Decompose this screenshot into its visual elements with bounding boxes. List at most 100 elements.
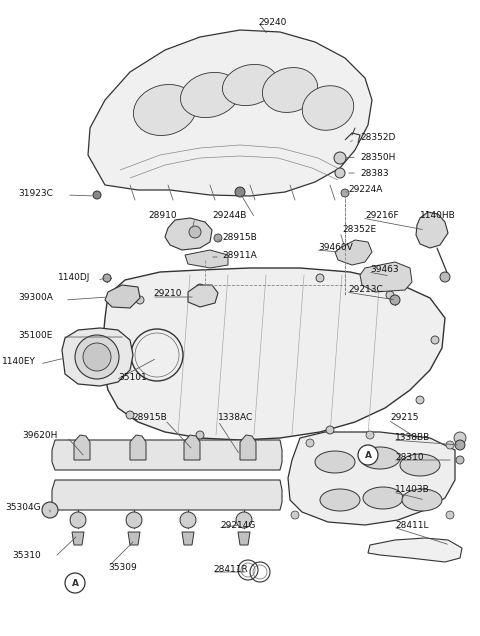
Text: A: A xyxy=(72,579,79,588)
Circle shape xyxy=(366,431,374,439)
Ellipse shape xyxy=(320,489,360,511)
PathPatch shape xyxy=(103,268,445,440)
Circle shape xyxy=(316,274,324,282)
PathPatch shape xyxy=(360,262,412,292)
Text: 39463: 39463 xyxy=(370,265,398,275)
Circle shape xyxy=(455,440,465,450)
Circle shape xyxy=(93,191,101,199)
Circle shape xyxy=(431,336,439,344)
Circle shape xyxy=(454,432,466,444)
Text: 29213C: 29213C xyxy=(348,286,383,294)
Circle shape xyxy=(341,189,349,197)
PathPatch shape xyxy=(165,218,212,250)
Text: 31923C: 31923C xyxy=(18,188,53,198)
PathPatch shape xyxy=(335,240,372,265)
Text: 35309: 35309 xyxy=(108,562,137,572)
Circle shape xyxy=(358,445,378,465)
PathPatch shape xyxy=(188,285,218,307)
PathPatch shape xyxy=(88,30,372,196)
Ellipse shape xyxy=(363,487,403,509)
PathPatch shape xyxy=(185,250,228,268)
Ellipse shape xyxy=(302,86,354,130)
Text: 35310: 35310 xyxy=(12,551,41,560)
Ellipse shape xyxy=(133,85,197,135)
Circle shape xyxy=(390,295,400,305)
Text: 28411L: 28411L xyxy=(395,520,429,530)
Text: 1338AC: 1338AC xyxy=(218,413,253,422)
Circle shape xyxy=(70,512,86,528)
Text: 35304G: 35304G xyxy=(5,504,41,513)
Text: A: A xyxy=(364,450,372,459)
Circle shape xyxy=(196,431,204,439)
Text: 28383: 28383 xyxy=(360,169,389,177)
PathPatch shape xyxy=(182,532,194,545)
Text: 29215: 29215 xyxy=(390,413,419,422)
Text: 28411R: 28411R xyxy=(213,565,248,574)
Ellipse shape xyxy=(400,454,440,476)
Ellipse shape xyxy=(222,64,277,106)
Text: 29216F: 29216F xyxy=(365,211,398,219)
Text: 29210: 29210 xyxy=(153,289,181,298)
Circle shape xyxy=(334,152,346,164)
PathPatch shape xyxy=(52,480,282,510)
Circle shape xyxy=(83,343,111,371)
Text: 29224A: 29224A xyxy=(348,186,383,195)
PathPatch shape xyxy=(238,532,250,545)
Circle shape xyxy=(126,512,142,528)
Text: 39300A: 39300A xyxy=(18,293,53,303)
PathPatch shape xyxy=(105,285,140,308)
Ellipse shape xyxy=(315,451,355,473)
Text: 1140EY: 1140EY xyxy=(2,357,36,366)
Circle shape xyxy=(291,511,299,519)
Ellipse shape xyxy=(263,67,318,113)
PathPatch shape xyxy=(288,432,455,525)
Circle shape xyxy=(189,226,201,238)
Circle shape xyxy=(446,511,454,519)
Text: 28915B: 28915B xyxy=(132,413,167,422)
Circle shape xyxy=(196,284,204,292)
PathPatch shape xyxy=(72,532,84,545)
Text: 28910: 28910 xyxy=(148,211,177,219)
Circle shape xyxy=(446,441,454,449)
Circle shape xyxy=(180,512,196,528)
Text: 28310: 28310 xyxy=(395,453,424,462)
Circle shape xyxy=(75,335,119,379)
Text: 35101: 35101 xyxy=(118,373,147,382)
Circle shape xyxy=(214,234,222,242)
Circle shape xyxy=(103,274,111,282)
Text: 39620H: 39620H xyxy=(22,431,58,439)
Text: 28911A: 28911A xyxy=(222,251,257,259)
Circle shape xyxy=(126,411,134,419)
Ellipse shape xyxy=(360,447,400,469)
Text: 1140HB: 1140HB xyxy=(420,211,456,219)
PathPatch shape xyxy=(52,440,282,470)
Circle shape xyxy=(235,187,245,197)
Circle shape xyxy=(456,456,464,464)
Text: 29240: 29240 xyxy=(258,18,287,27)
Circle shape xyxy=(440,272,450,282)
PathPatch shape xyxy=(416,212,448,248)
Circle shape xyxy=(65,573,85,593)
Text: 28350H: 28350H xyxy=(360,153,396,162)
Text: 28915B: 28915B xyxy=(222,233,257,242)
Ellipse shape xyxy=(180,73,240,118)
Text: 29214G: 29214G xyxy=(220,520,255,530)
PathPatch shape xyxy=(62,328,133,386)
Circle shape xyxy=(136,296,144,304)
PathPatch shape xyxy=(130,435,146,460)
Circle shape xyxy=(236,512,252,528)
Circle shape xyxy=(335,168,345,178)
Text: 35100E: 35100E xyxy=(18,331,52,340)
Circle shape xyxy=(416,396,424,404)
Circle shape xyxy=(386,291,394,299)
Text: 28352E: 28352E xyxy=(342,226,376,235)
PathPatch shape xyxy=(128,532,140,545)
Text: 29244B: 29244B xyxy=(212,211,246,219)
Circle shape xyxy=(306,439,314,447)
Text: 28352D: 28352D xyxy=(360,134,396,142)
Circle shape xyxy=(326,426,334,434)
Ellipse shape xyxy=(402,489,442,511)
PathPatch shape xyxy=(368,538,462,562)
Text: 39460V: 39460V xyxy=(318,244,353,252)
Circle shape xyxy=(42,502,58,518)
